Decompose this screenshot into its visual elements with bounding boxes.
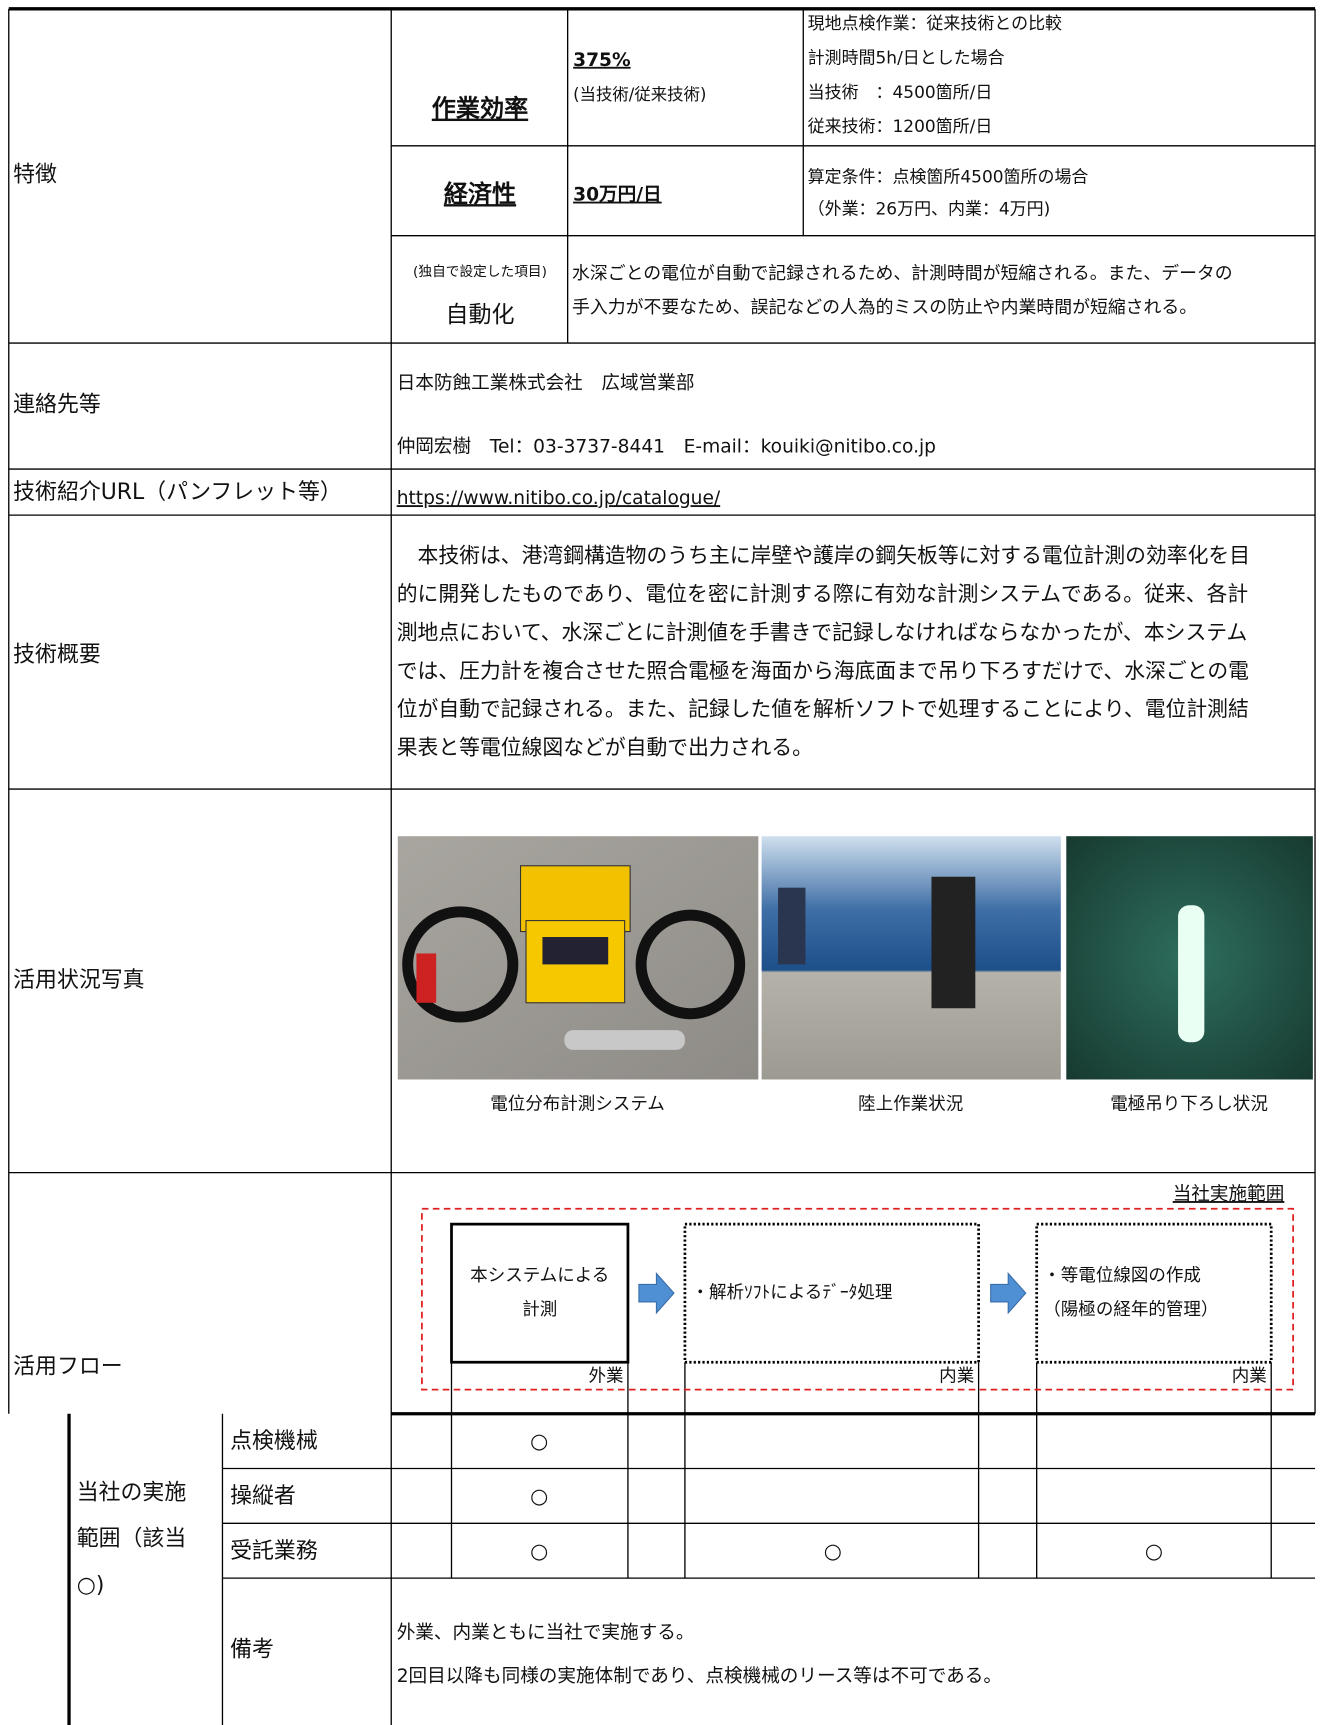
feature-detail: 現地点検作業：従来技術との比較	[808, 14, 1062, 34]
feature-label: 経済性	[444, 180, 516, 208]
scope-row-label: 操縦者	[230, 1484, 296, 1509]
flow-box	[450, 1222, 630, 1364]
feature-detail: （外業：26万円、内業：4万円)	[808, 199, 1051, 219]
row-label: 連絡先等	[13, 393, 101, 418]
flow-arrow	[990, 1272, 1027, 1315]
photo-caption: 陸上作業状況	[858, 1095, 963, 1115]
row-label: 技術紹介URL（パンフレット等）	[13, 480, 342, 505]
feature-value: 375%	[573, 50, 631, 71]
feature-detail: 当技術 ：4500箇所/日	[808, 83, 993, 103]
row-label: 特徴	[13, 162, 57, 187]
feature-note: (独自で設定した項目)	[413, 264, 547, 280]
scope-mark: ○	[530, 1484, 548, 1508]
overview-line: 本技術は、港湾鋼構造物のうち主に岸壁や護岸の鋼矢板等に対する電位計測の効率化を目	[397, 544, 1250, 568]
remark-line: 外業、内業ともに当社で実施する。	[397, 1622, 695, 1643]
feature-detail: 計測時間5h/日とした場合	[808, 48, 1005, 68]
table-lines	[8, 7, 1316, 1725]
flow-box	[683, 1222, 980, 1364]
row-label: 活用フロー	[13, 1355, 123, 1380]
flow-arrow	[638, 1272, 675, 1315]
feature-detail: 従来技術：1200箇所/日	[808, 117, 993, 137]
flow-kind: 内業	[1232, 1366, 1267, 1386]
scope-title: 当社の実施	[77, 1481, 187, 1506]
flow-box	[1035, 1222, 1273, 1364]
feature-value: 30万円/日	[573, 185, 662, 206]
flow-step: ・解析ｿﾌﾄによるﾃﾞｰﾀ処理	[691, 1283, 892, 1303]
scope-title: ○)	[77, 1573, 105, 1598]
photo-2	[761, 836, 1061, 1080]
feature-detail: 水深ごとの電位が自動で記録されるため、計測時間が短縮される。また、データの	[572, 263, 1233, 284]
flow-step: 計測	[522, 1300, 557, 1320]
overview-line: 的に開発したものであり、電位を密に計測する際に有効な計測システムである。従来、各…	[397, 582, 1248, 606]
scope-label: 当社実施範囲	[1173, 1184, 1285, 1205]
flow-kind: 外業	[589, 1366, 624, 1386]
row-label: 技術概要	[13, 642, 101, 667]
flow-step: （陽極の経年的管理）	[1043, 1300, 1218, 1320]
overview-line: 位が自動で記録される。また、記録した値を解析ソフトで処理することにより、電位計測…	[397, 697, 1249, 721]
flow-step: 本システムによる	[470, 1266, 609, 1286]
table-text: 特徴 作業効率 375% (当技術/従来技術) 現地点検作業：従来技術との比較計測時間5…	[13, 14, 1284, 1687]
row-label: 活用状況写真	[13, 968, 144, 993]
scope-row-label: 点検機械	[230, 1429, 318, 1454]
photo-caption: 電極吊り下ろし状況	[1110, 1095, 1268, 1115]
contact-line: 仲岡宏樹 Tel：03-3737-8441 E-mail：kouiki@niti…	[397, 437, 936, 458]
scope-title: 範囲（該当	[77, 1527, 187, 1552]
flow-step: ・等電位線図の作成	[1043, 1266, 1201, 1286]
overview-line: では、圧力計を複合させた照合電極を海面から海底面まで吊り下ろすだけで、水深ごとの…	[397, 659, 1249, 683]
scope-row-label: 受託業務	[230, 1539, 318, 1564]
contact-line: 日本防蝕工業株式会社 広域営業部	[397, 373, 695, 394]
scope-row-label: 備考	[230, 1637, 274, 1662]
overview-line: 果表と等電位線図などが自動で出力される。	[397, 736, 813, 760]
scope-mark: ○	[1145, 1539, 1163, 1563]
feature-label: 自動化	[445, 302, 514, 328]
feature-detail: 手入力が不要なため、誤記などの人為的ミスの防止や内業時間が短縮される。	[572, 297, 1197, 318]
remark-line: 2回目以降も同様の実施体制であり、点検機械のリース等は不可である。	[397, 1666, 1002, 1687]
scope-mark: ○	[824, 1539, 842, 1563]
scope-mark: ○	[530, 1539, 548, 1563]
photo-caption: 電位分布計測システム	[490, 1095, 665, 1115]
overview-line: 測地点において、水深ごとに計測値を手書きで記録しなければならなかったが、本システ…	[397, 620, 1248, 644]
feature-label: 作業効率	[432, 95, 528, 123]
photo-1	[397, 836, 759, 1080]
flow-kind: 内業	[939, 1366, 974, 1386]
feature-note: (当技術/従来技術)	[573, 85, 706, 104]
url-link[interactable]: https://www.nitibo.co.jp/catalogue/	[397, 488, 721, 509]
feature-detail: 算定条件：点検箇所4500箇所の場合	[808, 168, 1089, 188]
photo-3	[1066, 836, 1313, 1080]
scope-mark: ○	[530, 1429, 548, 1453]
